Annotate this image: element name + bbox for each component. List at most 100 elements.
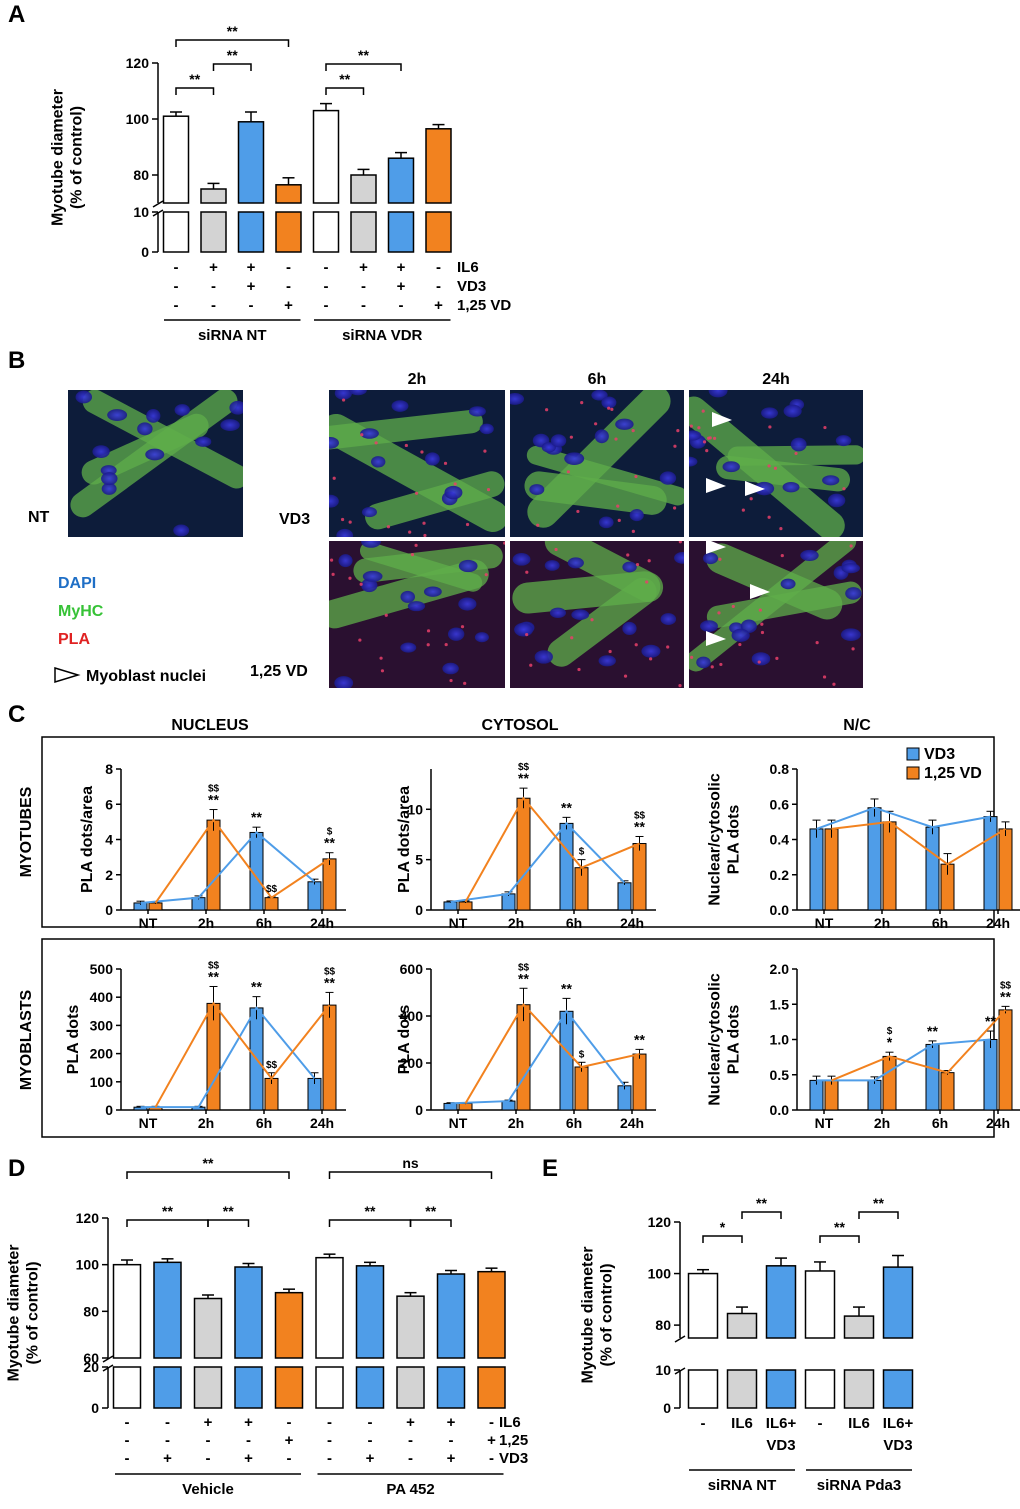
myoblast-arrowhead-0 bbox=[712, 412, 732, 427]
nucleus-3-3 bbox=[761, 407, 778, 419]
micrograph-content-5 bbox=[510, 541, 684, 688]
nucleus-3-12 bbox=[790, 437, 807, 452]
group-label-0: siRNA NT bbox=[708, 1477, 777, 1494]
x-tick-label-2-0: NT bbox=[815, 915, 834, 931]
significance-dollars-0-0: $$ bbox=[208, 784, 220, 795]
nucleus-1-3 bbox=[425, 452, 440, 466]
condition-1-3: - bbox=[246, 1432, 251, 1449]
condition-1-3: - bbox=[286, 278, 291, 295]
pla-dot-6-8 bbox=[757, 660, 761, 664]
bar-upper-9 bbox=[477, 1270, 506, 1359]
condition-0-1: + bbox=[209, 259, 218, 276]
bar-vd3-0-3 bbox=[307, 881, 322, 911]
significance-stars-0-1: ** bbox=[251, 809, 262, 825]
condition-1-5: - bbox=[361, 278, 366, 295]
pla-dot-6-12 bbox=[758, 608, 762, 612]
condition-1-2: + bbox=[247, 278, 256, 295]
significance-label-5: ns bbox=[402, 1155, 419, 1171]
pla-dot-2-15 bbox=[566, 470, 570, 474]
nucleus-5-11 bbox=[660, 613, 677, 626]
significance-stars-3-3: ** bbox=[324, 974, 335, 990]
y-tick-label-upper-2: 100 bbox=[76, 1257, 100, 1273]
micrograph-column-label-2: 24h bbox=[762, 371, 790, 388]
pla-dot-6-9 bbox=[760, 630, 765, 635]
significance-label-4: ** bbox=[425, 1203, 436, 1219]
bar-vd3-4-1 bbox=[501, 1100, 516, 1111]
pla-dot-1-16 bbox=[465, 522, 470, 527]
pla-dot-3-5 bbox=[702, 440, 707, 444]
myoblast-arrowhead-2 bbox=[745, 481, 765, 496]
pla-dot-6-10 bbox=[731, 604, 735, 609]
y-tick-label-2-0: 0.0 bbox=[770, 902, 790, 918]
pla-dot-4-12 bbox=[384, 613, 388, 617]
bar-vd3-2-0 bbox=[809, 828, 824, 911]
nucleus-4-3 bbox=[334, 676, 354, 688]
bar-125vd-4-0 bbox=[458, 1102, 473, 1111]
significance-bracket-1 bbox=[212, 63, 252, 71]
condition-2-1: - bbox=[211, 297, 216, 314]
significance-stars-5-2: ** bbox=[985, 1013, 996, 1029]
pla-dot-2-1 bbox=[617, 518, 621, 522]
pla-dot-5-4 bbox=[634, 643, 638, 647]
significance-stars-4-0: ** bbox=[518, 970, 529, 986]
y-tick-label-upper-2: 120 bbox=[648, 1214, 672, 1230]
y-tick-label-upper-0: 60 bbox=[83, 1350, 99, 1366]
y-tick-label-3-2: 200 bbox=[90, 1046, 114, 1062]
micrograph-1 bbox=[329, 390, 505, 537]
nucleus-4-11 bbox=[447, 627, 465, 641]
pla-dot-3-6 bbox=[701, 409, 705, 413]
pla-dot-5-13 bbox=[529, 663, 533, 667]
pla-dot-6-4 bbox=[719, 662, 723, 667]
myotube-3-1 bbox=[689, 396, 845, 537]
condition-2-8: + bbox=[447, 1450, 456, 1467]
x-tick-label-4-2: 6h bbox=[566, 1115, 582, 1131]
bar-upper-0 bbox=[112, 1263, 142, 1359]
significance-label-0: ** bbox=[189, 71, 200, 87]
significance-stars-3-1: ** bbox=[251, 979, 262, 995]
bar-vd3-5-0 bbox=[809, 1079, 824, 1111]
significance-stars-5-0: * bbox=[887, 1034, 893, 1050]
pla-dot-5-0 bbox=[570, 636, 574, 640]
nucleus-3-10 bbox=[827, 493, 846, 508]
pla-dot-4-17 bbox=[379, 656, 383, 660]
x-tick-label-3-1: 2h bbox=[198, 1115, 214, 1131]
bar-lower-3 bbox=[804, 1369, 836, 1409]
pla-dot-4-8 bbox=[449, 678, 453, 683]
micrograph-row-label-nt: NT bbox=[28, 509, 50, 526]
condition-2-2: - bbox=[249, 297, 254, 314]
x-label-0-0: - bbox=[701, 1415, 706, 1432]
panel-label-c: C bbox=[8, 701, 25, 728]
significance-dollars-3-0: $$ bbox=[208, 960, 220, 971]
pla-dot-5-6 bbox=[525, 633, 529, 637]
x-label-5-1: VD3 bbox=[883, 1437, 912, 1454]
pla-dot-2-8 bbox=[569, 435, 573, 439]
nucleus-2-13 bbox=[550, 434, 567, 448]
pla-dot-4-0 bbox=[359, 582, 363, 586]
bar-upper-4 bbox=[843, 1315, 875, 1339]
nucleus-2-3 bbox=[591, 390, 608, 401]
condition-2-4: - bbox=[287, 1450, 292, 1467]
significance-stars-1-3: ** bbox=[634, 818, 645, 834]
condition-2-0: - bbox=[125, 1450, 130, 1467]
bar-vd3-5-3 bbox=[983, 1039, 998, 1111]
condition-0-0: - bbox=[125, 1414, 130, 1431]
legend-myoblast-nuclei: Myoblast nuclei bbox=[86, 668, 206, 685]
condition-1-2: - bbox=[206, 1432, 211, 1449]
trend-line-vd3-1 bbox=[450, 821, 626, 903]
micrograph-4 bbox=[329, 541, 505, 688]
panel-label-b: B bbox=[8, 347, 25, 374]
pla-dot-6-2 bbox=[775, 656, 779, 660]
pla-dot-3-10 bbox=[741, 508, 745, 512]
pla-dot-2-0 bbox=[594, 422, 598, 426]
nucleus-6-12 bbox=[780, 578, 796, 590]
y-tick-label-lower-0: 0 bbox=[663, 1400, 671, 1416]
myotube-5-1 bbox=[544, 541, 664, 603]
significance-bracket-2 bbox=[126, 1171, 290, 1179]
condition-label-0: IL6 bbox=[499, 1414, 521, 1431]
micrograph-content-3 bbox=[689, 390, 863, 537]
bar-upper-6 bbox=[355, 1265, 385, 1359]
pla-dot-4-9 bbox=[380, 669, 385, 673]
legend-arrowhead bbox=[54, 666, 81, 684]
y-axis-title-5-line-1: PLA dots bbox=[726, 1005, 743, 1075]
significance-dollars-1-0: $$ bbox=[518, 762, 530, 773]
